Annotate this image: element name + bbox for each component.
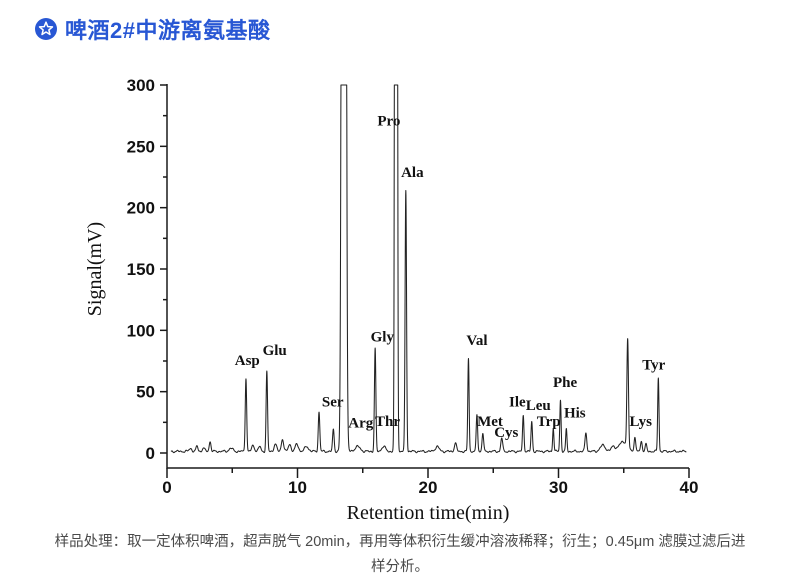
x-tick-label: 40 bbox=[680, 478, 699, 497]
peak-label-lys: Lys bbox=[629, 414, 652, 430]
peak-label-ala: Ala bbox=[401, 165, 424, 181]
y-tick-label: 200 bbox=[127, 199, 155, 218]
x-tick-label: 30 bbox=[549, 478, 568, 497]
axes bbox=[160, 84, 690, 478]
y-tick-label: 250 bbox=[127, 137, 155, 156]
y-tick-label: 0 bbox=[146, 444, 155, 463]
peak-label-ser: Ser bbox=[322, 394, 344, 410]
x-tick-label: 20 bbox=[419, 478, 438, 497]
x-axis-title: Retention time(min) bbox=[347, 502, 510, 524]
peak-label-met: Met bbox=[477, 414, 503, 430]
peak-label-pro: Pro bbox=[377, 114, 400, 130]
peak-label-gly: Gly bbox=[371, 329, 395, 345]
peak-label-asp: Asp bbox=[235, 353, 260, 369]
y-tick-label: 300 bbox=[127, 76, 155, 95]
y-axis-title: Signal(mV) bbox=[84, 222, 106, 316]
tick-labels: 0 50 100 150 200 250 300 0 10 20 30 40 bbox=[127, 76, 699, 497]
page-title: 啤酒2#中游离氨基酸 bbox=[65, 18, 271, 43]
peak-label-cys: Cys bbox=[494, 425, 518, 441]
peak-label-his: His bbox=[564, 406, 586, 422]
peak-label-thr: Thr bbox=[375, 414, 400, 430]
y-tick-label: 100 bbox=[127, 321, 155, 340]
chromatogram-trace bbox=[170, 84, 687, 454]
peak-label-tyr: Tyr bbox=[642, 358, 665, 374]
sample-prep-caption: 样品处理：取一定体积啤酒，超声脱气 20min，再用等体积衍生缓冲溶液稀释；衍生… bbox=[54, 534, 746, 575]
x-tick-label: 0 bbox=[162, 478, 171, 497]
x-tick-label: 10 bbox=[288, 478, 307, 497]
peak-label-arg: Arg bbox=[348, 415, 373, 431]
y-tick-label: 50 bbox=[136, 383, 155, 402]
peak-label-phe: Phe bbox=[553, 375, 578, 391]
circled-star-icon bbox=[34, 17, 58, 41]
peak-label-trp: Trp bbox=[537, 414, 561, 430]
peak-label-glu: Glu bbox=[263, 343, 287, 359]
peak-label-leu: Leu bbox=[526, 398, 551, 414]
y-tick-label: 150 bbox=[127, 260, 155, 279]
peak-label-ile: Ile bbox=[509, 394, 526, 410]
page-header: 啤酒2#中游离氨基酸 bbox=[34, 13, 270, 45]
peak-label-val: Val bbox=[466, 333, 487, 349]
